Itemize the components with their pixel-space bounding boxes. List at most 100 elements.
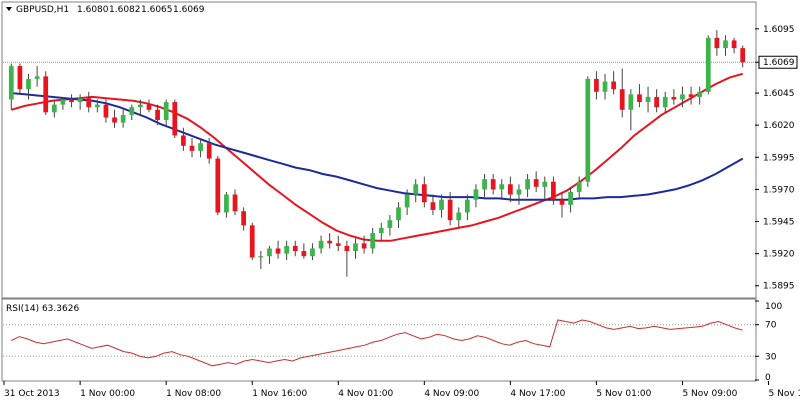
candle-body (103, 104, 109, 118)
candle-body (421, 184, 427, 203)
rsi-indicator: 100 70 30 0 (3, 300, 782, 383)
candle-body (318, 240, 324, 249)
candle-body (292, 245, 298, 252)
candles (8, 30, 746, 277)
time-axis: 31 Oct 2013 1 Nov 00:00 1 Nov 08:00 1 Nov 1… (3, 381, 800, 399)
candle-body (714, 37, 720, 49)
candle-body (77, 98, 83, 103)
price-axis: 1.6095 1.6069 1.6045 1.6020 1.5995 1.5970 1.59… (755, 25, 798, 292)
candle-body (275, 248, 281, 254)
candle-body (172, 102, 178, 136)
candle-body (697, 91, 703, 97)
ohlc-high: 1.6082 (109, 5, 141, 15)
candle-body (645, 96, 651, 103)
candle-body (146, 104, 152, 110)
candle-body (542, 181, 548, 187)
candle-body (181, 135, 186, 146)
candle-body (155, 109, 160, 121)
candle-body (508, 184, 513, 195)
rsi-tick-label: 30 (765, 352, 777, 362)
time-tick-label: 4 Nov 01:00 (338, 389, 393, 399)
candle-body (370, 233, 376, 249)
chart-symbol: GBPUSD,H1 (16, 5, 69, 15)
candle-body (86, 98, 92, 108)
rsi-tick-label: 70 (765, 321, 777, 331)
candle-body (387, 220, 393, 228)
price-tick-label: 1.5995 (763, 153, 795, 163)
price-tick-label: 1.6020 (763, 121, 795, 131)
candle-body (396, 207, 401, 221)
candle-body (361, 243, 367, 249)
candle-body (258, 256, 264, 258)
candle-body (576, 181, 582, 192)
time-tick-label: 4 Nov 17:00 (510, 389, 565, 399)
ohlc-close: 1.6069 (173, 5, 205, 15)
candle-body (404, 194, 410, 208)
candle-body (723, 40, 728, 49)
candle-body (335, 243, 341, 246)
time-tick-label: 1 Nov 08:00 (166, 389, 221, 399)
candle-body (138, 104, 143, 108)
price-tick-label: 1.5945 (763, 218, 795, 228)
candle-body (69, 99, 74, 103)
candle-body (327, 240, 333, 244)
candle-body (619, 89, 625, 110)
time-tick-label: 5 Nov 17:00 (769, 389, 800, 399)
candle-body (439, 199, 444, 210)
candle-body (215, 158, 221, 213)
candle-body (447, 199, 453, 221)
candle-body (378, 227, 384, 234)
time-tick-label: 5 Nov 01:00 (596, 389, 651, 399)
candle-body (241, 211, 246, 226)
candle-body (490, 179, 496, 190)
candle-body (112, 117, 117, 123)
candle-body (680, 94, 685, 100)
candle-body (301, 251, 307, 257)
price-tick-label: 1.5970 (763, 185, 795, 195)
candle-body (662, 96, 668, 108)
candle-body (34, 76, 40, 79)
candle-body (17, 66, 23, 90)
price-tick-label: 1.6045 (763, 89, 795, 99)
candle-body (551, 181, 556, 200)
candle-body (628, 94, 634, 110)
candle-body (705, 37, 711, 92)
candle-body (206, 143, 212, 159)
candle-body (120, 114, 126, 123)
candle-body (654, 96, 660, 108)
candle-body (60, 99, 66, 105)
candle-body (602, 81, 608, 92)
candle-body (284, 245, 290, 254)
time-tick-label: 4 Nov 09:00 (424, 389, 479, 399)
candle-body (26, 78, 31, 90)
candle-body (688, 94, 694, 97)
candle-body (499, 184, 505, 190)
price-tick-label: 1.6095 (763, 25, 795, 35)
candle-body (43, 76, 49, 113)
candle-body (267, 248, 272, 257)
fast-ma-line (11, 72, 743, 242)
candle-body (731, 40, 737, 49)
candle-body (8, 66, 14, 100)
price-tick-label: 1.5920 (763, 250, 795, 260)
time-tick-label: 1 Nov 00:00 (80, 389, 135, 399)
time-tick-label: 31 Oct 2013 (4, 389, 60, 399)
candle-body (198, 143, 203, 151)
rsi-label: RSI(14) 63.3626 (6, 304, 79, 314)
candle-body (129, 107, 135, 115)
candle-body (525, 179, 530, 190)
candle-body (189, 145, 195, 151)
candle-body (163, 102, 169, 121)
rsi-panel (1, 298, 757, 382)
candle-body (310, 248, 315, 257)
candle-body (611, 81, 616, 90)
candle-body (344, 245, 350, 252)
rsi-tick-label: 0 (765, 373, 771, 383)
candle-body (559, 199, 565, 205)
candle-body (224, 194, 229, 213)
dropdown-triangle-icon[interactable] (6, 7, 12, 11)
price-panel (1, 1, 757, 299)
candle-body (533, 179, 539, 187)
candle-body (249, 225, 255, 258)
